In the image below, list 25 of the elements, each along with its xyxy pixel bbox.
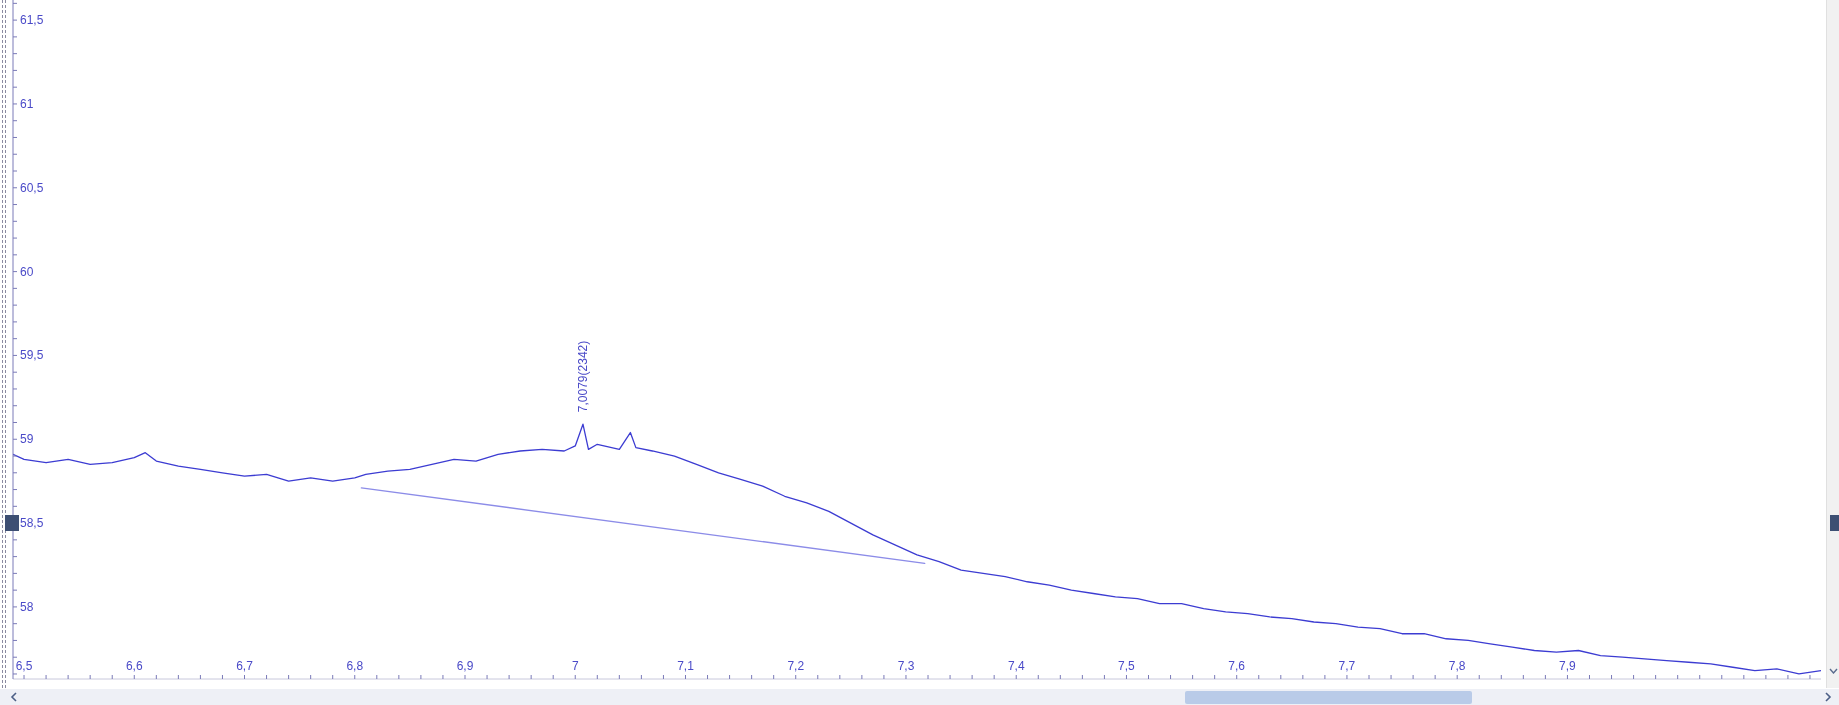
- x-tick-label: 7,8: [1448, 659, 1466, 673]
- annotation: 7,0079(2342): [575, 340, 590, 413]
- x-tick-label: 6,5: [15, 659, 33, 673]
- y-tick-label: 60,5: [20, 180, 44, 195]
- x-tick-label: 6,8: [346, 659, 364, 673]
- line-series: [13, 423, 1821, 675]
- y-tick-label: 59: [20, 432, 34, 447]
- x-tick-label: 7,4: [1007, 659, 1025, 673]
- y-tick-label: 61,5: [20, 13, 44, 28]
- x-tick-label: 7,7: [1338, 659, 1356, 673]
- y-tick-label: 58,5: [20, 516, 44, 531]
- y-tick-label: 58: [20, 599, 34, 614]
- x-tick-label: 6,7: [236, 659, 254, 673]
- y-tick-label: 59,5: [20, 348, 44, 363]
- x-tick-label: 7,3: [897, 659, 915, 673]
- y-tick-label: 61: [20, 96, 34, 111]
- x-tick-label: 7,1: [677, 659, 695, 673]
- x-tick-label: 7,9: [1559, 659, 1577, 673]
- x-tick-label: 6,9: [456, 659, 474, 673]
- x-tick-label: 7,2: [787, 659, 805, 673]
- x-tick-label: 7,6: [1228, 659, 1246, 673]
- y-tick-label: 60: [20, 264, 34, 279]
- x-tick-label: 7,5: [1118, 659, 1136, 673]
- x-tick-label: 6,6: [125, 659, 143, 673]
- x-tick-label: 7: [571, 659, 579, 673]
